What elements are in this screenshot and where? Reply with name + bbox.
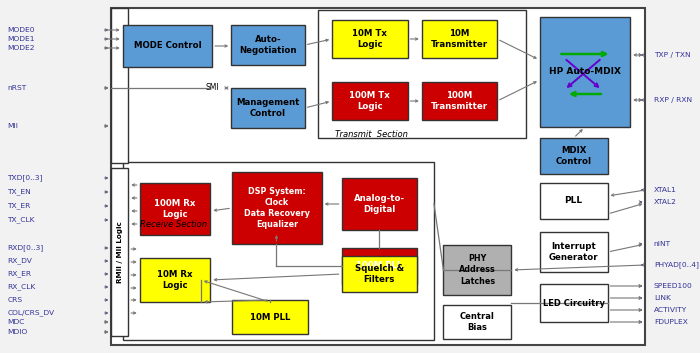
Text: RXP / RXN: RXP / RXN	[654, 97, 692, 103]
Bar	[443, 245, 512, 295]
Bar	[122, 162, 434, 340]
Text: ACTIVITY: ACTIVITY	[654, 307, 687, 313]
Text: FDUPLEX: FDUPLEX	[654, 319, 687, 325]
Text: PHY
Address
Latches: PHY Address Latches	[459, 255, 496, 286]
Bar	[332, 82, 407, 120]
Bar	[540, 17, 630, 127]
Bar	[540, 284, 608, 322]
Bar	[232, 300, 307, 334]
Text: 10M PLL: 10M PLL	[250, 312, 290, 322]
Text: DSP System:
Clock
Data Recovery
Equalizer: DSP System: Clock Data Recovery Equalize…	[244, 187, 310, 229]
Bar	[139, 183, 211, 235]
Text: PLL: PLL	[565, 197, 582, 205]
Bar	[111, 8, 645, 345]
Text: HP Auto-MDIX: HP Auto-MDIX	[549, 67, 621, 77]
Bar	[421, 20, 497, 58]
Text: 100M
Transmitter: 100M Transmitter	[431, 91, 488, 111]
Bar	[231, 25, 304, 65]
Text: 100M Tx
Logic: 100M Tx Logic	[349, 91, 391, 111]
Text: 10M Rx
Logic: 10M Rx Logic	[158, 270, 192, 290]
Text: Interrupt
Generator: Interrupt Generator	[549, 242, 598, 262]
Text: LED Circuitry: LED Circuitry	[542, 299, 605, 307]
Bar	[332, 20, 407, 58]
Text: RXD[0..3]: RXD[0..3]	[8, 245, 44, 251]
Text: MODE1: MODE1	[8, 36, 35, 42]
Text: CRS: CRS	[8, 297, 22, 303]
Bar	[231, 88, 304, 128]
Text: MII: MII	[8, 123, 18, 129]
Text: XTAL2: XTAL2	[654, 199, 677, 205]
Text: RX_DV: RX_DV	[8, 258, 32, 264]
Text: Squelch &
Filters: Squelch & Filters	[355, 264, 404, 284]
Bar	[111, 168, 128, 336]
Text: Auto-
Negotiation: Auto- Negotiation	[239, 35, 297, 55]
Text: LINK: LINK	[654, 295, 671, 301]
Text: XTAL1: XTAL1	[654, 187, 677, 193]
Text: Transmit  Section: Transmit Section	[335, 130, 408, 139]
Text: 100M Rx
Logic: 100M Rx Logic	[154, 199, 196, 219]
Text: MODE0: MODE0	[8, 27, 35, 33]
Bar	[122, 25, 212, 67]
Text: TX_EN: TX_EN	[8, 189, 32, 195]
Text: Management
Control: Management Control	[237, 98, 300, 118]
Bar	[318, 10, 526, 138]
Bar	[342, 248, 417, 284]
Text: 10M Tx
Logic: 10M Tx Logic	[352, 29, 387, 49]
Text: nRST: nRST	[8, 85, 27, 91]
Bar	[342, 178, 417, 230]
Bar	[232, 172, 322, 244]
Text: nINT: nINT	[654, 241, 671, 247]
Bar	[443, 305, 512, 339]
Text: MDC: MDC	[8, 319, 25, 325]
Text: SMI: SMI	[206, 84, 219, 92]
Bar	[139, 258, 211, 302]
Text: MODE Control: MODE Control	[134, 42, 202, 50]
Text: RMII / MII Logic: RMII / MII Logic	[117, 221, 122, 283]
Text: MDIO: MDIO	[8, 329, 28, 335]
Text: TXD[0..3]: TXD[0..3]	[8, 175, 43, 181]
Bar	[421, 82, 497, 120]
Bar	[540, 232, 608, 272]
Text: MDIX
Control: MDIX Control	[556, 146, 592, 166]
Bar	[540, 138, 608, 174]
Text: TXP / TXN: TXP / TXN	[654, 52, 690, 58]
Text: 100M PLL: 100M PLL	[356, 262, 402, 270]
Text: PHYAD[0..4]: PHYAD[0..4]	[654, 262, 699, 268]
Text: TX_ER: TX_ER	[8, 203, 31, 209]
Text: Central
Bias: Central Bias	[460, 312, 495, 332]
Bar	[111, 8, 128, 163]
Text: Receive Section: Receive Section	[139, 220, 206, 229]
Text: MODE2: MODE2	[8, 45, 35, 51]
Text: RX_ER: RX_ER	[8, 271, 32, 277]
Text: SPEED100: SPEED100	[654, 283, 692, 289]
Text: COL/CRS_DV: COL/CRS_DV	[8, 310, 55, 316]
Text: TX_CLK: TX_CLK	[8, 217, 35, 223]
Bar	[342, 256, 417, 292]
Bar	[540, 183, 608, 219]
Text: 10M
Transmitter: 10M Transmitter	[431, 29, 488, 49]
Text: Analog-to-
Digital: Analog-to- Digital	[354, 194, 405, 214]
Text: RX_CLK: RX_CLK	[8, 283, 36, 291]
